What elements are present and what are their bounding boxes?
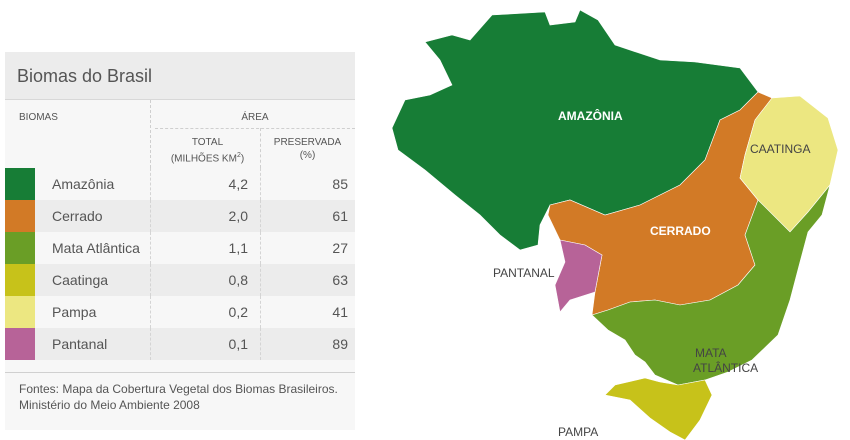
biome-preserved: 27	[332, 240, 348, 256]
biome-total: 2,0	[228, 208, 248, 224]
biome-name: Pantanal	[52, 336, 108, 352]
table-row: Pantanal 0,1 89	[5, 328, 355, 360]
source-note: Fontes: Mapa da Cobertura Vegetal dos Bi…	[5, 372, 355, 430]
label-amazonia: AMAZÔNIA	[558, 108, 623, 123]
biome-name: Caatinga	[52, 272, 109, 288]
table-row: Cerrado 2,0 61	[5, 200, 355, 232]
brazil-biome-map: AMAZÔNIA CAATINGA CERRADO PANTANAL MATA …	[391, 9, 839, 440]
region-pantanal	[554, 239, 603, 313]
biome-name: Cerrado	[52, 208, 103, 224]
biome-preserved: 85	[332, 176, 348, 192]
col-area-header: ÁREA	[241, 112, 269, 123]
biome-preserved: 41	[332, 304, 348, 320]
label-cerrado: CERRADO	[650, 224, 711, 238]
biome-total: 0,2	[228, 304, 248, 320]
biome-table: Amazônia 4,2 85 Cerrado 2,0 61 Mata Atlâ…	[5, 168, 355, 360]
biome-preserved: 89	[332, 336, 348, 352]
col-biomas-header: BIOMAS	[19, 112, 58, 123]
color-swatch	[5, 264, 35, 296]
table-row: Pampa 0,2 41	[5, 296, 355, 328]
col-total-header: TOTAL (MILHÕES KM2)	[170, 137, 245, 165]
label-caatinga: CAATINGA	[750, 142, 810, 156]
biome-total: 0,1	[228, 336, 248, 352]
color-swatch	[5, 296, 35, 328]
biome-name: Pampa	[52, 304, 97, 320]
legend-header: BIOMAS ÁREA TOTAL (MILHÕES KM2) PRESERVA…	[5, 100, 355, 168]
label-pantanal: PANTANAL	[493, 266, 555, 280]
biome-total: 0,8	[228, 272, 248, 288]
color-swatch	[5, 328, 35, 360]
biome-name: Amazônia	[52, 176, 115, 192]
biome-preserved: 63	[332, 272, 348, 288]
table-row: Mata Atlântica 1,1 27	[5, 232, 355, 264]
region-mata-atlantica	[591, 184, 831, 386]
biome-preserved: 61	[332, 208, 348, 224]
color-swatch	[5, 168, 35, 200]
table-row: Amazônia 4,2 85	[5, 168, 355, 200]
label-mata-line2: ATLÂNTICA	[693, 360, 758, 375]
legend-title: Biomas do Brasil	[5, 52, 355, 100]
label-pampa: PAMPA	[558, 425, 598, 439]
biome-name: Mata Atlântica	[52, 240, 140, 256]
legend-panel: Biomas do Brasil BIOMAS ÁREA TOTAL (MILH…	[5, 52, 355, 430]
col-pres-header: PRESERVADA (%)	[273, 137, 342, 161]
region-pampa	[604, 377, 713, 440]
label-mata-line1: MATA	[695, 346, 727, 360]
color-swatch	[5, 232, 35, 264]
biome-total: 1,1	[228, 240, 248, 256]
table-row: Caatinga 0,8 63	[5, 264, 355, 296]
biome-total: 4,2	[228, 176, 248, 192]
color-swatch	[5, 200, 35, 232]
